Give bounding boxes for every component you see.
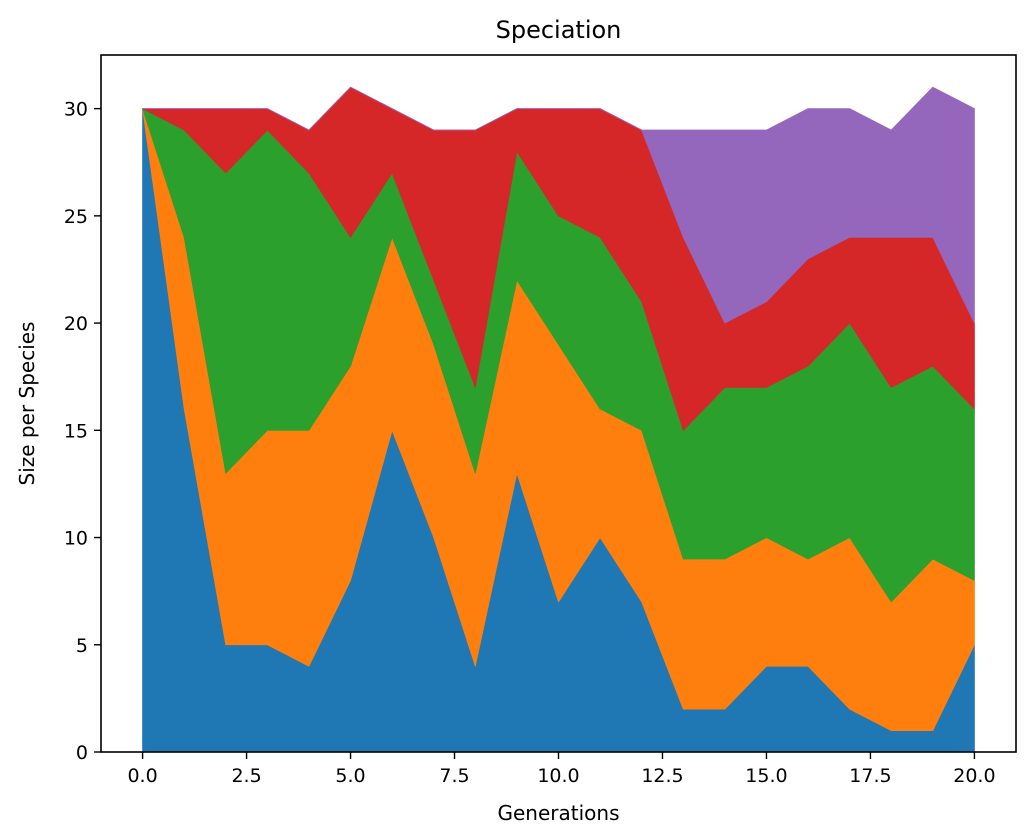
x-tick-label: 10.0 (537, 765, 579, 787)
y-tick-label: 0 (76, 742, 88, 764)
x-axis-label: Generations (498, 801, 620, 825)
y-axis-label: Size per Species (15, 322, 39, 486)
x-tick-label: 5.0 (335, 765, 365, 787)
x-tick-label: 0.0 (127, 765, 157, 787)
chart-title: Speciation (496, 16, 622, 44)
x-tick-label: 20.0 (953, 765, 995, 787)
y-tick-label: 10 (64, 528, 88, 550)
y-tick-label: 25 (64, 206, 88, 228)
y-tick-label: 15 (64, 420, 88, 442)
x-axis-ticks: 0.0 2.5 5.0 7.5 10.0 12.5 15.0 17.5 20.0 (127, 752, 996, 787)
x-tick-label: 12.5 (641, 765, 683, 787)
y-tick-label: 30 (64, 99, 88, 121)
x-tick-label: 17.5 (849, 765, 891, 787)
y-axis-ticks: 0 5 10 15 20 25 30 (64, 99, 101, 764)
y-tick-label: 20 (64, 313, 88, 335)
x-tick-label: 7.5 (439, 765, 469, 787)
x-tick-label: 15.0 (745, 765, 787, 787)
y-tick-label: 5 (76, 635, 88, 657)
stacked-areas (142, 86, 975, 753)
species-area-5 (142, 86, 975, 324)
x-tick-label: 2.5 (231, 765, 261, 787)
